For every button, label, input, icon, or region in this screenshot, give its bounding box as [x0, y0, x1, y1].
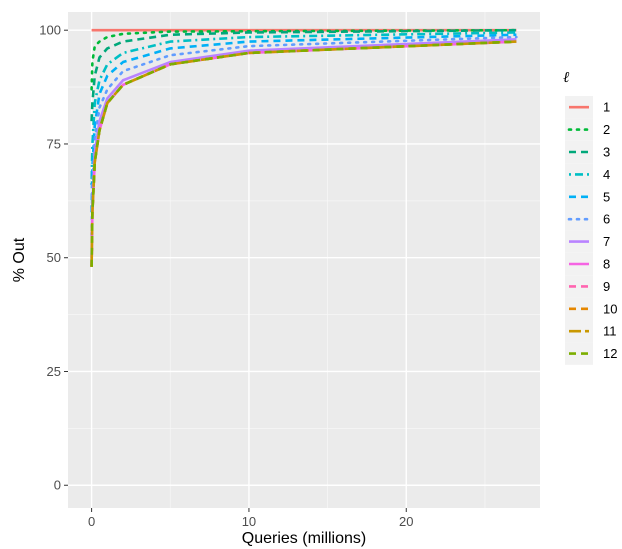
legend-label-5: 5: [603, 189, 610, 204]
x-tick-label: 0: [88, 514, 95, 529]
legend-label-7: 7: [603, 234, 610, 249]
grid-major: [68, 12, 540, 508]
legend-label-1: 1: [603, 100, 610, 115]
series-line-4: [90, 31, 517, 185]
legend-key-bg: [565, 140, 593, 164]
legend-key-bg: [565, 342, 593, 365]
series-line-5: [90, 33, 517, 213]
x-tick-label: 10: [242, 514, 256, 529]
legend-label-10: 10: [603, 301, 617, 316]
legend-label-4: 4: [603, 167, 610, 182]
grid-minor: [68, 12, 540, 508]
legend-label-12: 12: [603, 346, 617, 361]
y-tick-label: 100: [39, 23, 61, 38]
y-axis-title: % Out: [11, 237, 28, 282]
legend-label-3: 3: [603, 145, 610, 160]
y-tick-label: 0: [54, 478, 61, 493]
legend-key-bg: [565, 275, 593, 298]
series-line-2: [90, 28, 518, 91]
plot-background: [68, 12, 540, 508]
legend-label-8: 8: [603, 257, 610, 272]
x-axis-title: Queries (millions): [242, 530, 366, 547]
legend-label-6: 6: [603, 212, 610, 227]
legend-key-bg: [565, 297, 593, 320]
series-line-12: [90, 40, 517, 267]
y-tick-label: 50: [47, 250, 61, 265]
tick-labels: 0 10 20 0 25 50 75 100: [39, 23, 413, 529]
legend-label-9: 9: [603, 279, 610, 294]
x-tick-label: 20: [399, 514, 413, 529]
legend-label-11: 11: [603, 324, 617, 339]
axis-ticks: [64, 29, 407, 512]
legend-label-2: 2: [603, 122, 610, 137]
y-tick-label: 75: [47, 136, 61, 151]
series-line-3: [90, 28, 517, 122]
series-layer: [90, 28, 518, 267]
y-tick-label: 25: [47, 364, 61, 379]
legend-title: ℓ: [563, 68, 569, 86]
legend-key-bg: [565, 185, 593, 208]
